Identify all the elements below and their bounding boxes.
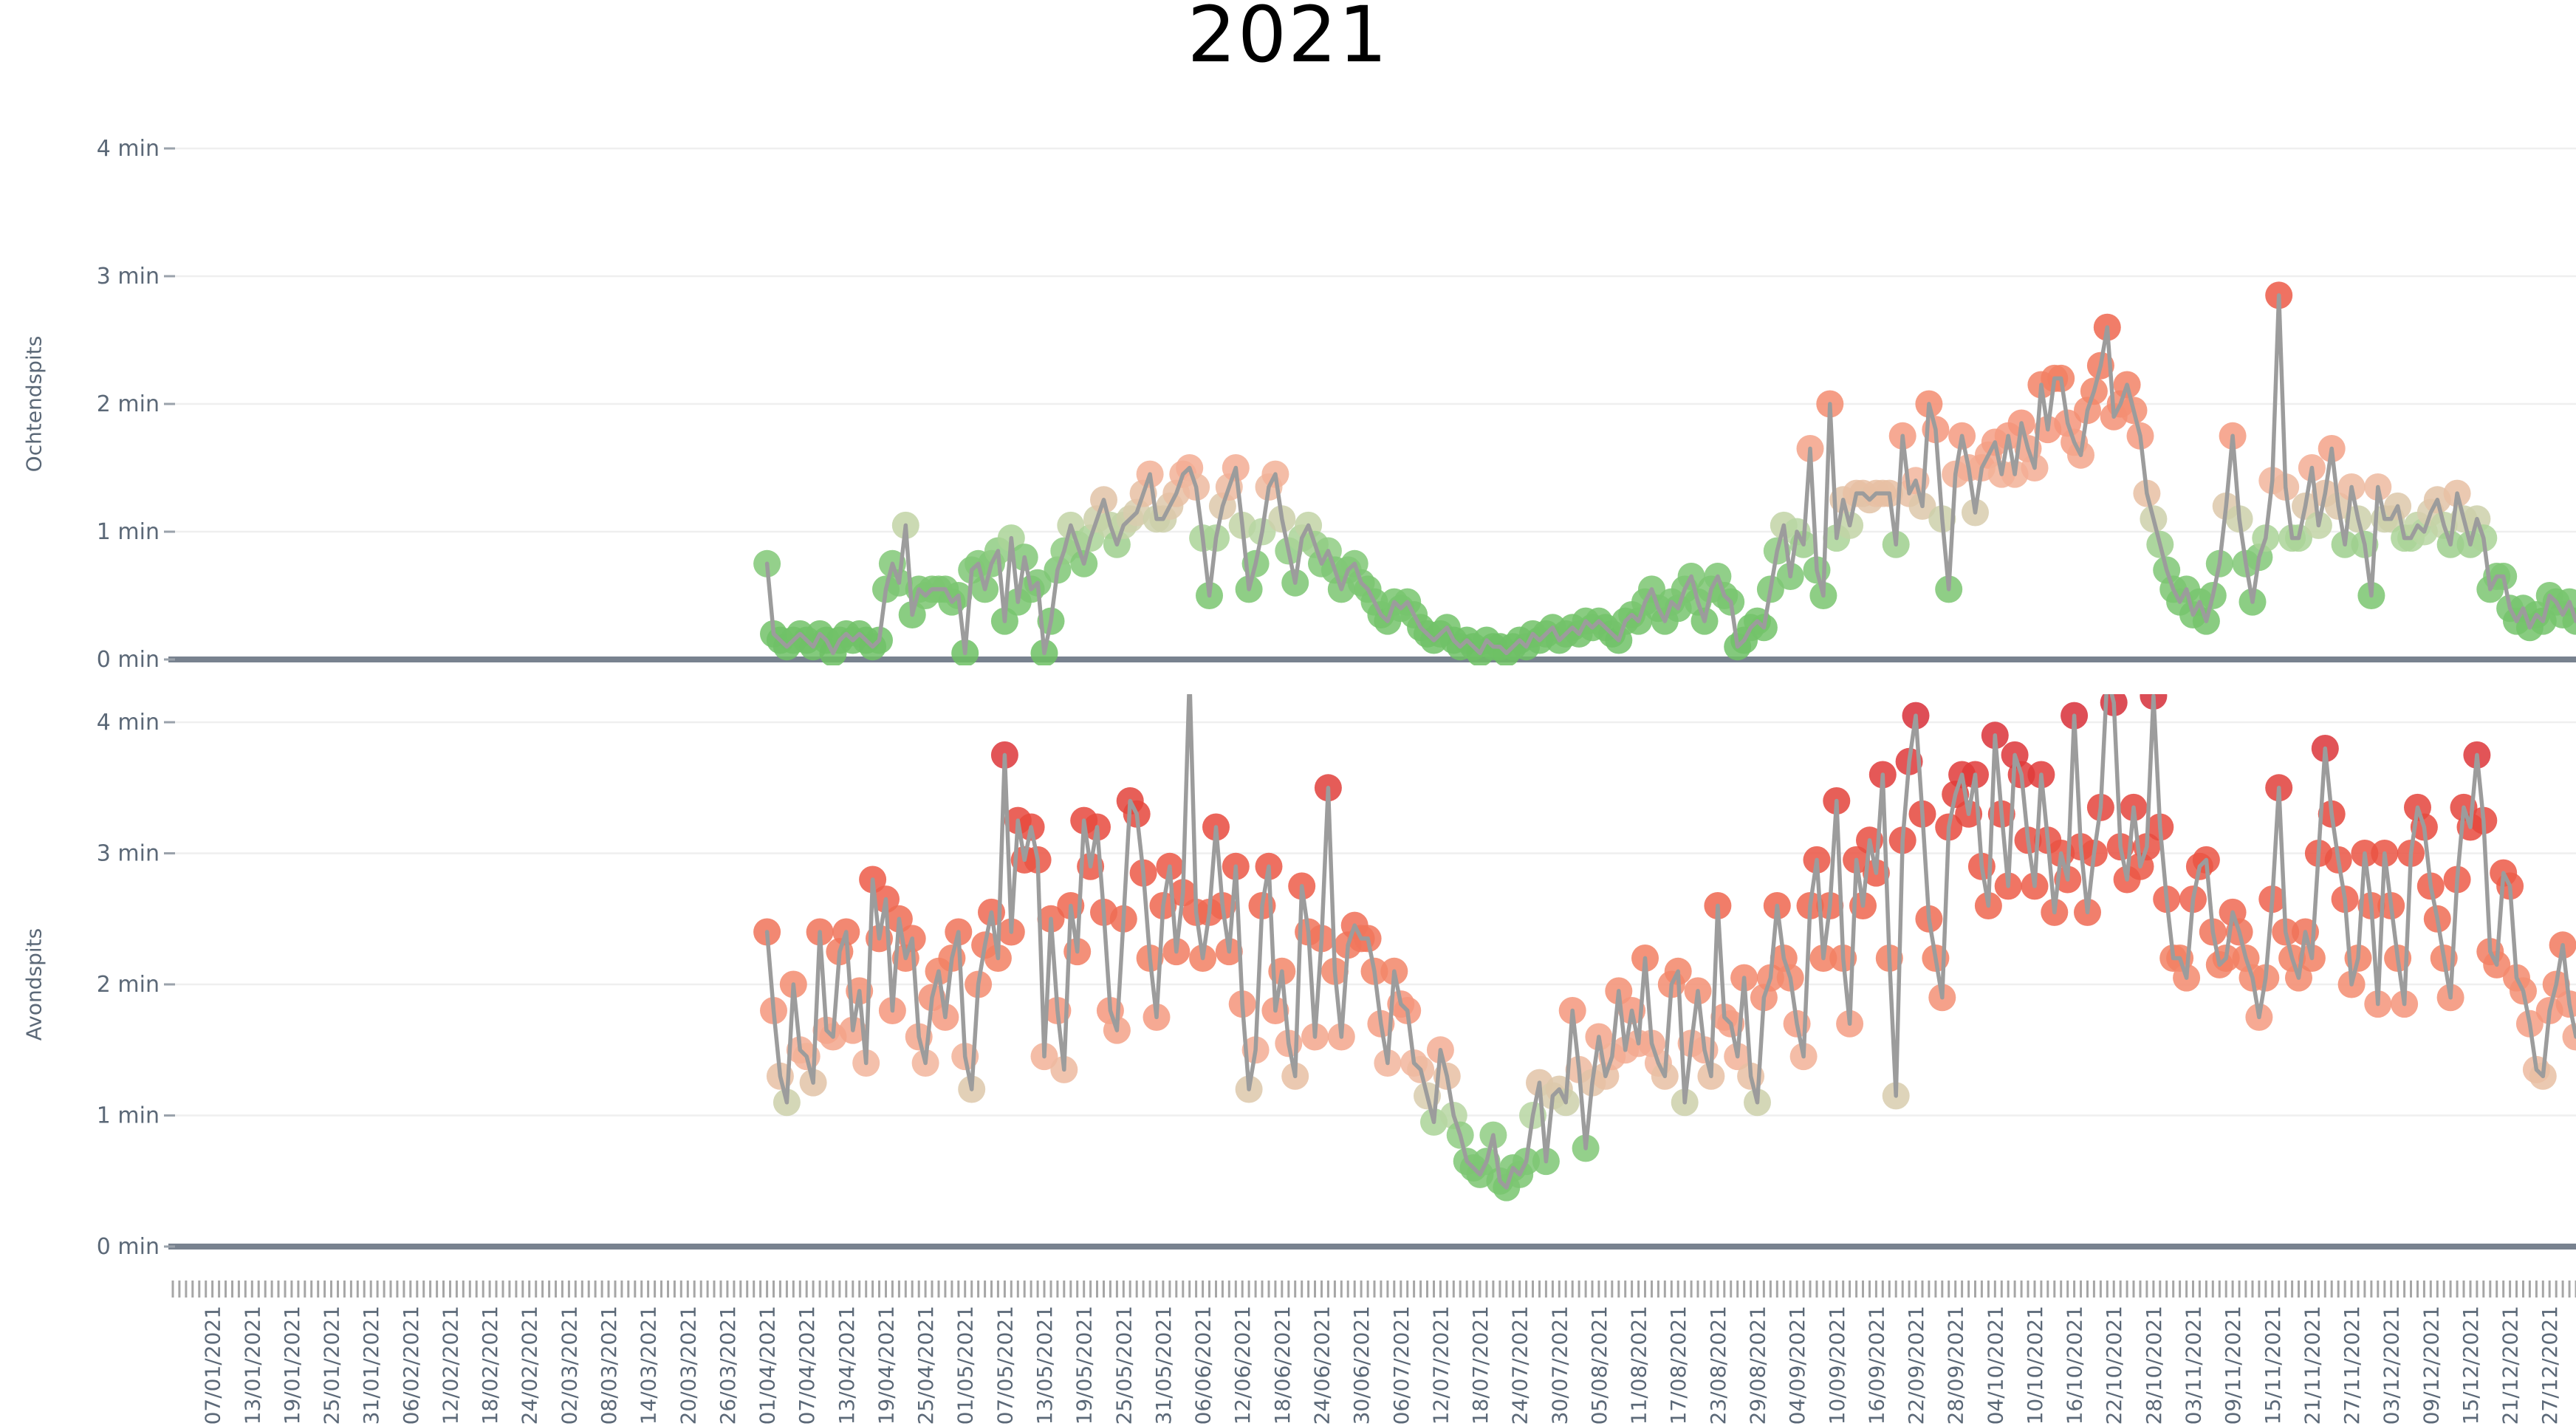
x-tick-label: 19/05/2021 [1072,1306,1097,1425]
x-tick-label: 29/08/2021 [1746,1306,1770,1425]
y-tick-label: 2 min [97,972,160,998]
x-tick-label: 23/08/2021 [1706,1306,1730,1425]
x-tick-label: 06/07/2021 [1389,1306,1414,1425]
x-tick-label: 18/02/2021 [478,1306,502,1425]
x-tick-label: 16/10/2021 [2063,1306,2087,1425]
x-tick-label: 24/06/2021 [1310,1306,1335,1425]
x-tick-label: 04/10/2021 [1983,1306,2007,1425]
y-tick-label: 1 min [97,1103,160,1129]
x-tick-label: 10/10/2021 [2023,1306,2047,1425]
y-tick-label: 1 min [97,519,160,545]
x-tick-label: 25/01/2021 [320,1306,344,1425]
x-tick-label: 01/04/2021 [756,1306,780,1425]
x-tick-label: 12/06/2021 [1230,1306,1255,1425]
x-tick-label: 04/09/2021 [1785,1306,1809,1425]
x-tick-label: 28/09/2021 [1944,1306,1968,1425]
x-tick-label: 05/08/2021 [1587,1306,1611,1425]
x-tick-label: 03/11/2021 [2182,1306,2206,1425]
x-tick-label: 13/05/2021 [1032,1306,1057,1425]
x-tick-label: 31/05/2021 [1151,1306,1176,1425]
x-tick-label: 21/12/2021 [2498,1306,2523,1425]
x-tick-label: 13/04/2021 [835,1306,859,1425]
x-tick-label: 21/11/2021 [2300,1306,2324,1425]
x-tick-label: 02/03/2021 [557,1306,581,1425]
x-tick-label: 26/03/2021 [716,1306,740,1425]
x-tick-label: 25/05/2021 [1111,1306,1136,1425]
x-tick-label: 18/06/2021 [1270,1306,1295,1425]
y-tick-label: 2 min [97,391,160,417]
x-tick-label: 09/11/2021 [2221,1306,2245,1425]
x-tick-label: 27/11/2021 [2340,1306,2364,1425]
panel-1-line [764,694,2576,1190]
x-tick-label: 30/07/2021 [1547,1306,1572,1425]
x-tick-label: 06/06/2021 [1191,1306,1216,1425]
x-tick-label: 22/09/2021 [1904,1306,1928,1425]
y-tick-label: 3 min [97,841,160,867]
y-tick-label: 0 min [97,1234,160,1260]
x-tick-label: 19/04/2021 [874,1306,899,1425]
x-tick-label: 28/10/2021 [2142,1306,2166,1425]
x-tick-label: 30/06/2021 [1349,1306,1374,1425]
x-tick-label: 07/01/2021 [201,1306,225,1425]
x-tick-label: 01/05/2021 [953,1306,978,1425]
x-tick-label: 17/08/2021 [1666,1306,1690,1425]
x-tick-label: 03/12/2021 [2380,1306,2404,1425]
y-tick-label: 4 min [97,136,160,162]
panel-1-dots [753,694,2576,1202]
x-tick-label: 14/03/2021 [637,1306,661,1425]
y-tick-label: 4 min [97,710,160,736]
x-tick-label: 07/04/2021 [795,1306,819,1425]
x-tick-label: 15/11/2021 [2261,1306,2285,1425]
x-tick-label: 25/04/2021 [914,1306,938,1425]
panel-0-line [764,293,2576,656]
y-tick-label: 0 min [97,647,160,673]
x-tick-label: 16/09/2021 [1864,1306,1888,1425]
x-tick-label: 31/01/2021 [359,1306,383,1425]
x-tick-label: 13/01/2021 [240,1306,264,1425]
x-tick-label: 24/07/2021 [1508,1306,1532,1425]
x-tick-label: 27/12/2021 [2538,1306,2562,1425]
chart-title: 2021 [1187,0,1389,80]
x-tick-label: 12/02/2021 [439,1306,463,1425]
x-tick-label: 18/07/2021 [1468,1306,1493,1425]
x-tick-label: 22/10/2021 [2102,1306,2126,1425]
x-tick-label: 08/03/2021 [597,1306,621,1425]
y-tick-label: 3 min [97,264,160,289]
panel-0-dots [753,281,2576,665]
x-tick-label: 12/07/2021 [1428,1306,1453,1425]
x-tick-label: 07/05/2021 [993,1306,1017,1425]
x-tick-label: 15/12/2021 [2459,1306,2483,1425]
x-tick-label: 24/02/2021 [518,1306,542,1425]
x-tick-label: 06/02/2021 [399,1306,423,1425]
x-tick-label: 11/08/2021 [1627,1306,1651,1425]
x-tick-label: 19/01/2021 [280,1306,304,1425]
x-tick-label: 20/03/2021 [676,1306,700,1425]
x-tick-label: 10/09/2021 [1825,1306,1849,1425]
x-tick-label: 09/12/2021 [2419,1306,2443,1425]
